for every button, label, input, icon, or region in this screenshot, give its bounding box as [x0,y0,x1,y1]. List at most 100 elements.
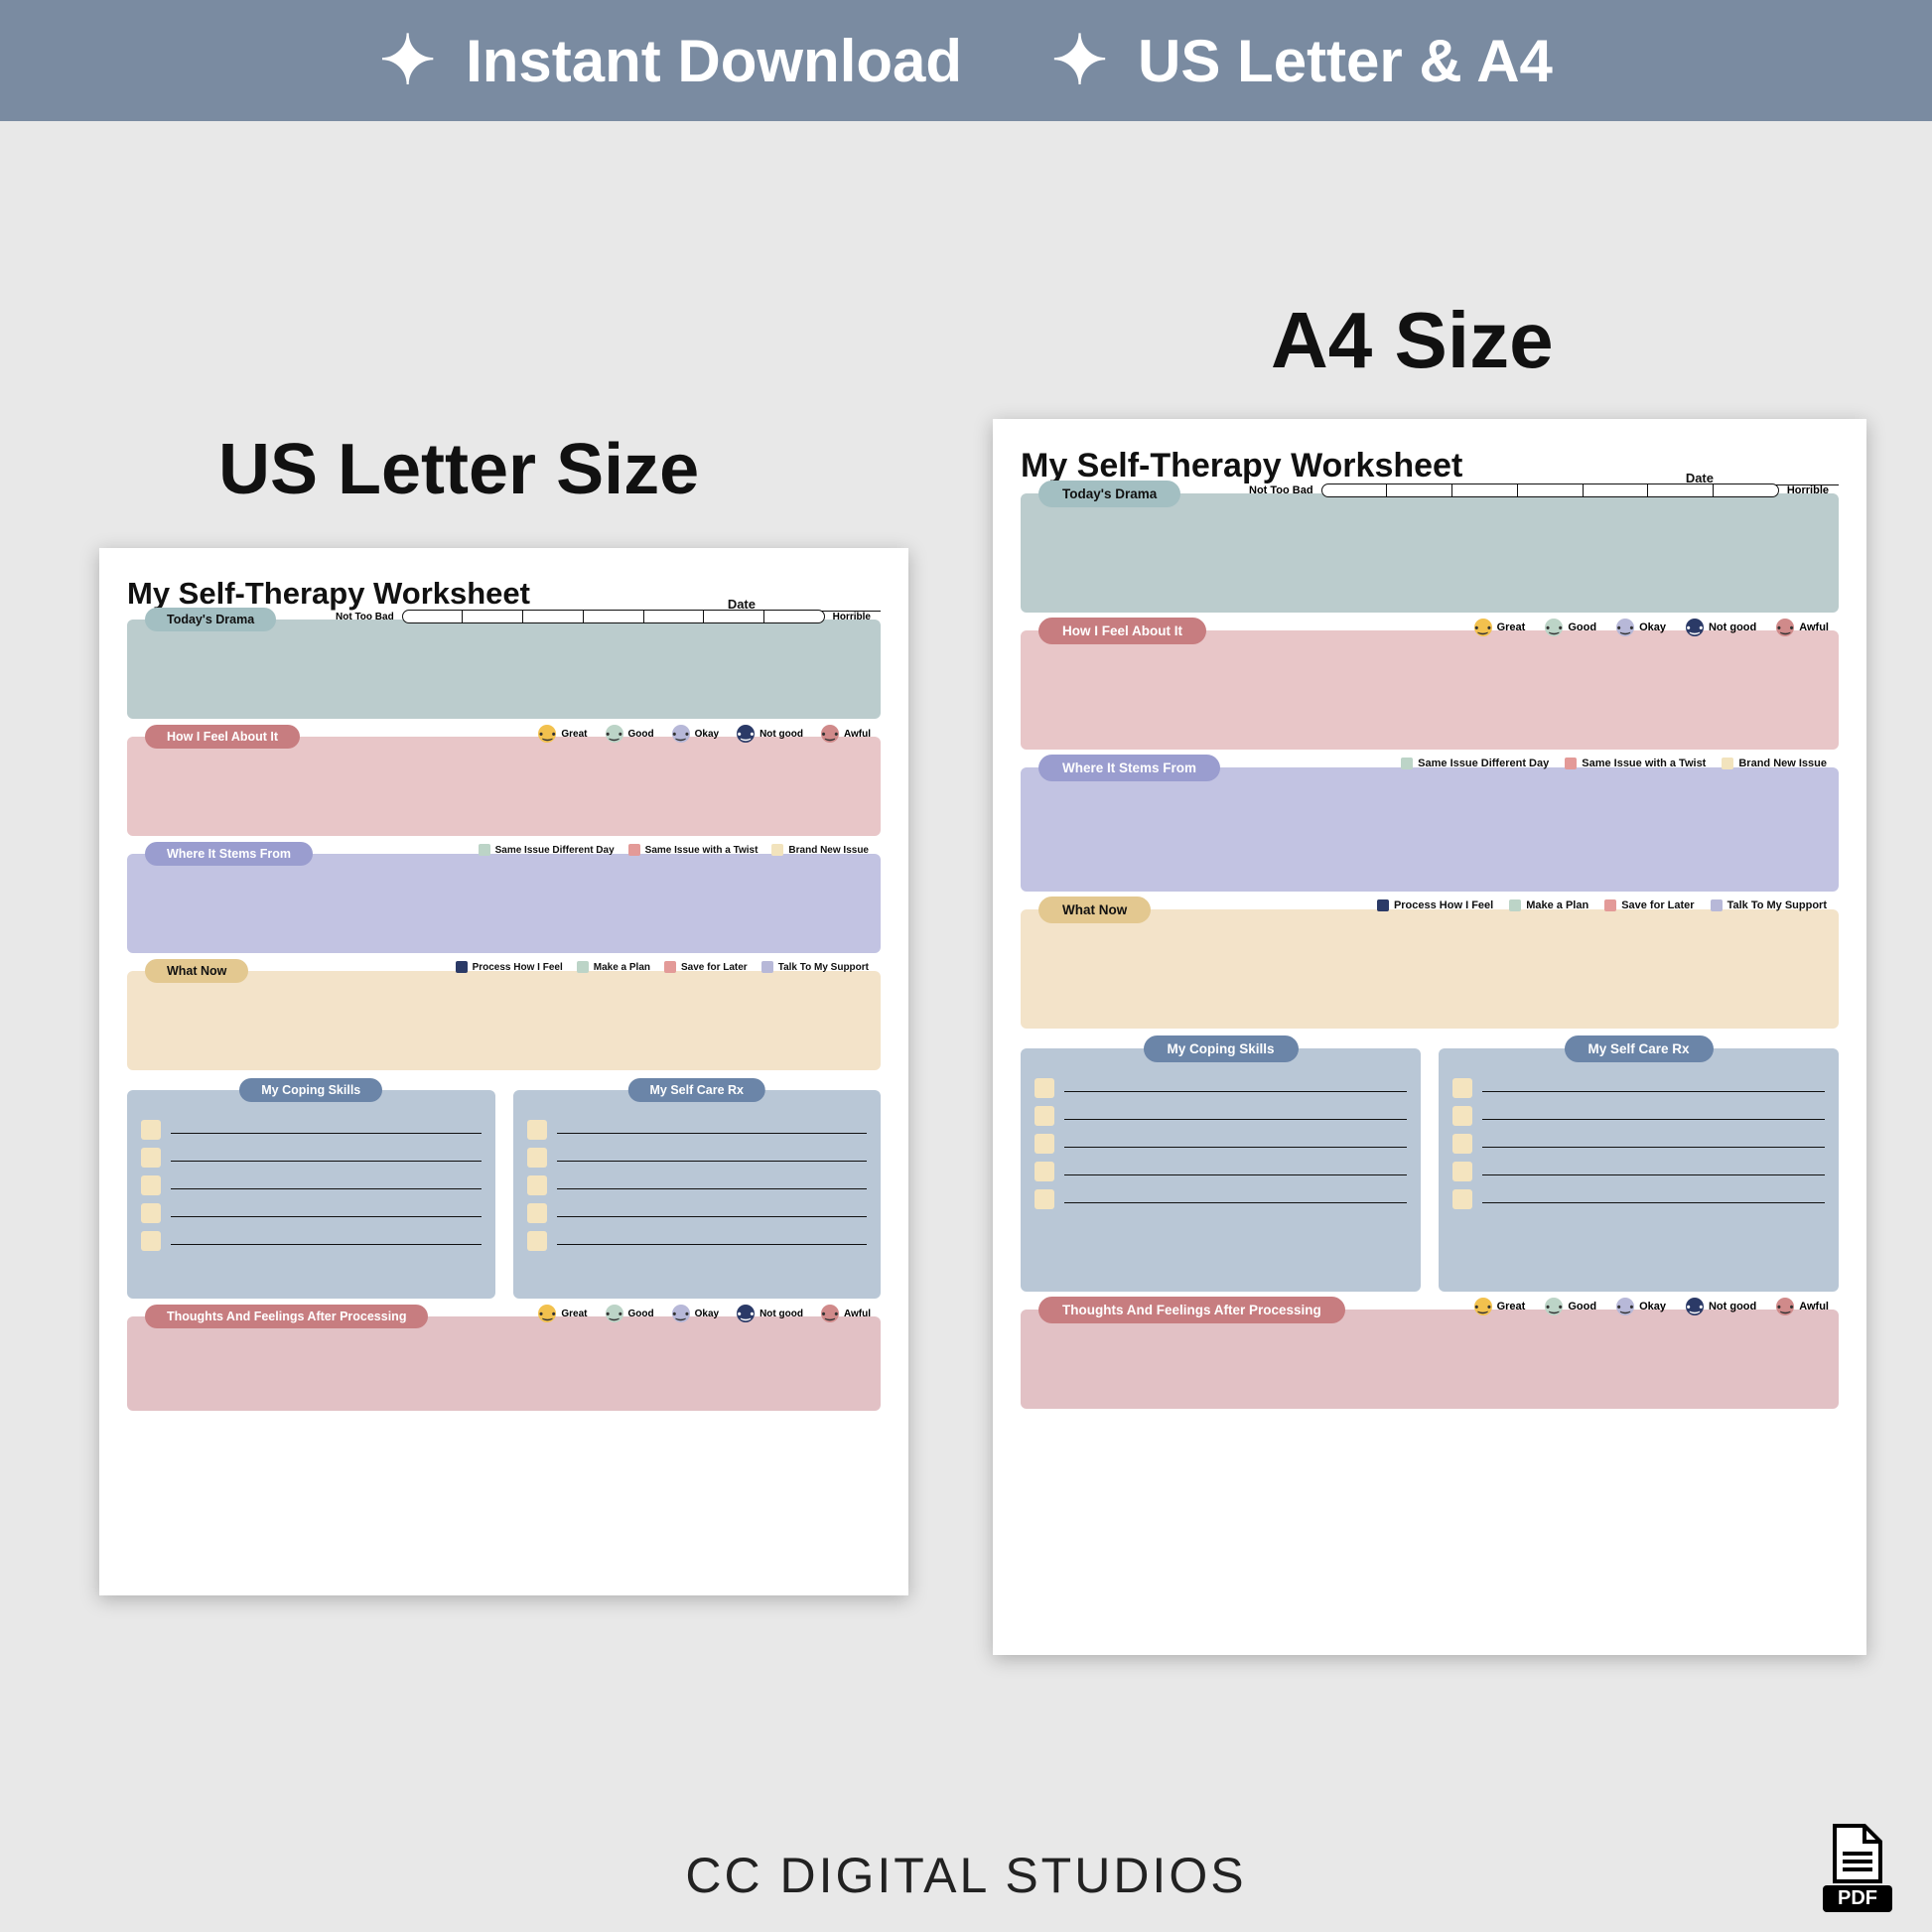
face-icon: •‿• [606,1305,623,1322]
feel-option: •‿•Good [606,725,654,743]
pill-skills: My Coping Skills [239,1078,382,1102]
document-icon [1823,1824,1892,1883]
checkbox[interactable] [1035,1078,1054,1098]
checkbox[interactable] [141,1203,161,1223]
list-item [141,1231,482,1251]
top-banner: ✦Instant Download ✦US Letter & A4 [0,0,1932,121]
legend-item: Process How I Feel [456,961,563,973]
two-col: My Coping Skills My Self Care Rx [127,1084,881,1299]
feel-option: •‿•Not good [737,1305,803,1322]
list-item [1452,1189,1825,1209]
face-icon: •‿• [1545,1298,1563,1315]
pill-feel: How I Feel About It [145,725,300,749]
list-item [1452,1134,1825,1154]
feel-faces: •‿•Great•‿•Good•‿•Okay•‿•Not good•‿•Awfu… [538,725,871,743]
list-item [527,1120,868,1140]
after-faces: •‿•Great•‿•Good•‿•Okay•‿•Not good•‿•Awfu… [538,1305,871,1322]
feel-option: •‿•Good [1545,619,1596,636]
checkbox[interactable] [141,1120,161,1140]
legend-item: Same Issue Different Day [479,844,615,856]
after-faces: •‿•Great•‿•Good•‿•Okay•‿•Not good•‿•Awfu… [1474,1298,1829,1315]
feel-option: •‿•Not good [1686,1298,1756,1315]
legend-item: Same Issue Different Day [1401,758,1549,769]
drama-scale: Not Too BadHorrible [336,610,871,623]
feel-option: •‿•Great [538,1305,587,1322]
legend-item: Process How I Feel [1377,899,1493,911]
checkbox[interactable] [527,1175,547,1195]
checkbox[interactable] [1035,1162,1054,1181]
section-drama: Today's Drama Not Too BadHorrible [127,620,881,719]
checkbox[interactable] [1452,1189,1472,1209]
pill-rx: My Self Care Rx [628,1078,765,1102]
feel-option: •‿•Not good [737,725,803,743]
pill-now: What Now [1038,897,1151,923]
a4-size-label: A4 Size [1271,295,1554,386]
face-icon: •‿• [606,725,623,743]
feel-option: •‿•Awful [821,1305,871,1322]
now-legend: Process How I Feel Make a Plan Save for La… [1377,899,1827,911]
legend-item: Save for Later [664,961,748,973]
section-feel: How I Feel About It •‿•Great•‿•Good•‿•Ok… [1021,630,1839,750]
face-icon: •‿• [737,1305,755,1322]
checkbox[interactable] [141,1148,161,1168]
brand-footer: CC DIGITAL STUDIOS [0,1847,1932,1904]
legend-item: Save for Later [1604,899,1694,911]
section-now: What Now Process How I FeelMake a PlanSa… [1021,909,1839,1029]
legend-item: Same Issue with a Twist [628,844,759,856]
pill-feel: How I Feel About It [1038,618,1206,644]
section-rx: My Self Care Rx [513,1090,882,1299]
pill-stems: Where It Stems From [1038,755,1220,781]
face-icon: •‿• [672,1305,690,1322]
feel-option: •‿•Great [1474,619,1526,636]
checkbox[interactable] [1035,1134,1054,1154]
legend-item: Talk To My Support [761,961,869,973]
checkbox[interactable] [527,1120,547,1140]
checkbox[interactable] [1035,1189,1054,1209]
legend-item: Make a Plan [1509,899,1588,911]
feel-option: •‿•Good [606,1305,654,1322]
checkbox[interactable] [527,1203,547,1223]
feel-option: •‿•Okay [1616,619,1666,636]
face-icon: •‿• [538,725,556,743]
legend-item: Same Issue with a Twist [1565,758,1706,769]
banner-text-2: US Letter & A4 [1138,27,1553,95]
section-rx: My Self Care Rx [1439,1048,1839,1292]
list-item [1035,1078,1407,1098]
checkbox[interactable] [1452,1106,1472,1126]
list-item [1035,1134,1407,1154]
legend-item: Brand New Issue [771,844,869,856]
list-item [1452,1162,1825,1181]
list-item [141,1175,482,1195]
list-item [1035,1162,1407,1181]
checkbox[interactable] [1035,1106,1054,1126]
feel-option: •‿•Awful [821,725,871,743]
feel-option: •‿•Great [1474,1298,1526,1315]
checkbox[interactable] [1452,1078,1472,1098]
face-icon: •‿• [821,1305,839,1322]
feel-option: •‿•Great [538,725,587,743]
checkbox[interactable] [527,1148,547,1168]
checkbox[interactable] [527,1231,547,1251]
pill-stems: Where It Stems From [145,842,313,866]
list-item [1452,1078,1825,1098]
face-icon: •‿• [1474,619,1492,636]
list-item [527,1203,868,1223]
section-feel: How I Feel About It •‿•Great•‿•Good•‿•Ok… [127,737,881,836]
section-now: What Now Process How I FeelMake a PlanSa… [127,971,881,1070]
checkbox[interactable] [1452,1162,1472,1181]
worksheet-page-us: My Self-Therapy Worksheet Date Today's D… [99,548,908,1595]
pdf-label: PDF [1823,1885,1892,1912]
checkbox[interactable] [141,1231,161,1251]
pill-drama: Today's Drama [1038,481,1180,507]
two-col: My Coping Skills My Self Care Rx [1021,1042,1839,1292]
legend-item: Brand New Issue [1722,758,1827,769]
checkbox[interactable] [1452,1134,1472,1154]
face-icon: •‿• [1616,619,1634,636]
stems-legend: Same Issue Different Day Same Issue with … [479,844,869,856]
pill-after: Thoughts And Feelings After Processing [1038,1297,1345,1323]
worksheet-page-a4: My Self-Therapy Worksheet Date Today's D… [993,419,1866,1655]
checkbox[interactable] [141,1175,161,1195]
pill-after: Thoughts And Feelings After Processing [145,1305,428,1328]
banner-text-1: Instant Download [466,27,962,95]
pill-drama: Today's Drama [145,608,276,631]
